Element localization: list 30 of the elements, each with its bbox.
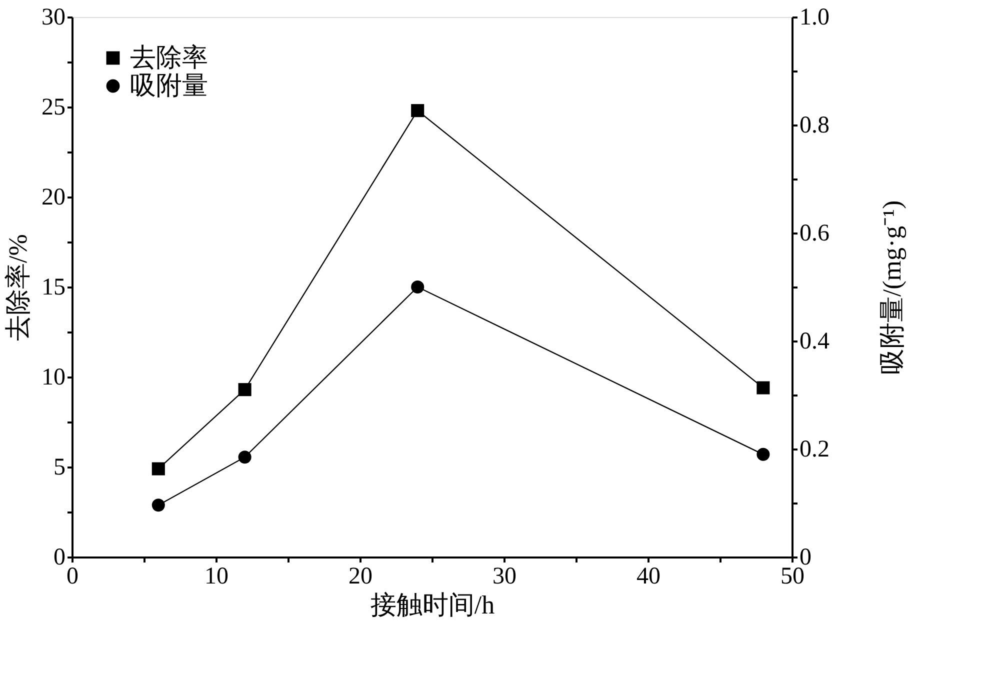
point bbox=[756, 381, 770, 394]
legend-label: 去除率 bbox=[130, 43, 208, 72]
y2-tick-label: 1.0 bbox=[800, 4, 830, 30]
y2-axis-title: 吸附量/(mg·g⁻¹) bbox=[878, 200, 906, 375]
point bbox=[411, 280, 424, 294]
y-axis-title: 去除率/% bbox=[4, 234, 32, 341]
x-tick-label: 10 bbox=[204, 564, 228, 590]
x-tick-label: 20 bbox=[348, 564, 372, 590]
y-tick-label: 20 bbox=[42, 184, 66, 210]
y-tick-label: 5 bbox=[54, 454, 66, 480]
point bbox=[238, 383, 252, 396]
x-tick-label: 30 bbox=[492, 564, 516, 590]
y-tick-label: 30 bbox=[42, 4, 66, 30]
y2-tick-label: 0.6 bbox=[800, 220, 830, 246]
point bbox=[756, 448, 770, 461]
y-tick-label: 0 bbox=[54, 544, 66, 570]
point bbox=[411, 104, 424, 118]
point bbox=[238, 450, 252, 464]
y2-tick-label: 0.2 bbox=[800, 436, 830, 462]
y-tick-label: 25 bbox=[42, 94, 66, 120]
point bbox=[152, 462, 165, 476]
x-tick-label: 50 bbox=[780, 564, 804, 590]
x-axis-title: 接触时间/h bbox=[370, 590, 495, 620]
y2-tick-label: 0.4 bbox=[800, 328, 830, 354]
y2-tick-label: 0.8 bbox=[800, 112, 830, 138]
y-tick-label: 10 bbox=[42, 364, 66, 390]
legend-label: 吸附量 bbox=[130, 71, 208, 100]
x-tick-label: 40 bbox=[636, 564, 660, 590]
point bbox=[152, 498, 165, 512]
y-tick-label: 15 bbox=[42, 274, 66, 300]
